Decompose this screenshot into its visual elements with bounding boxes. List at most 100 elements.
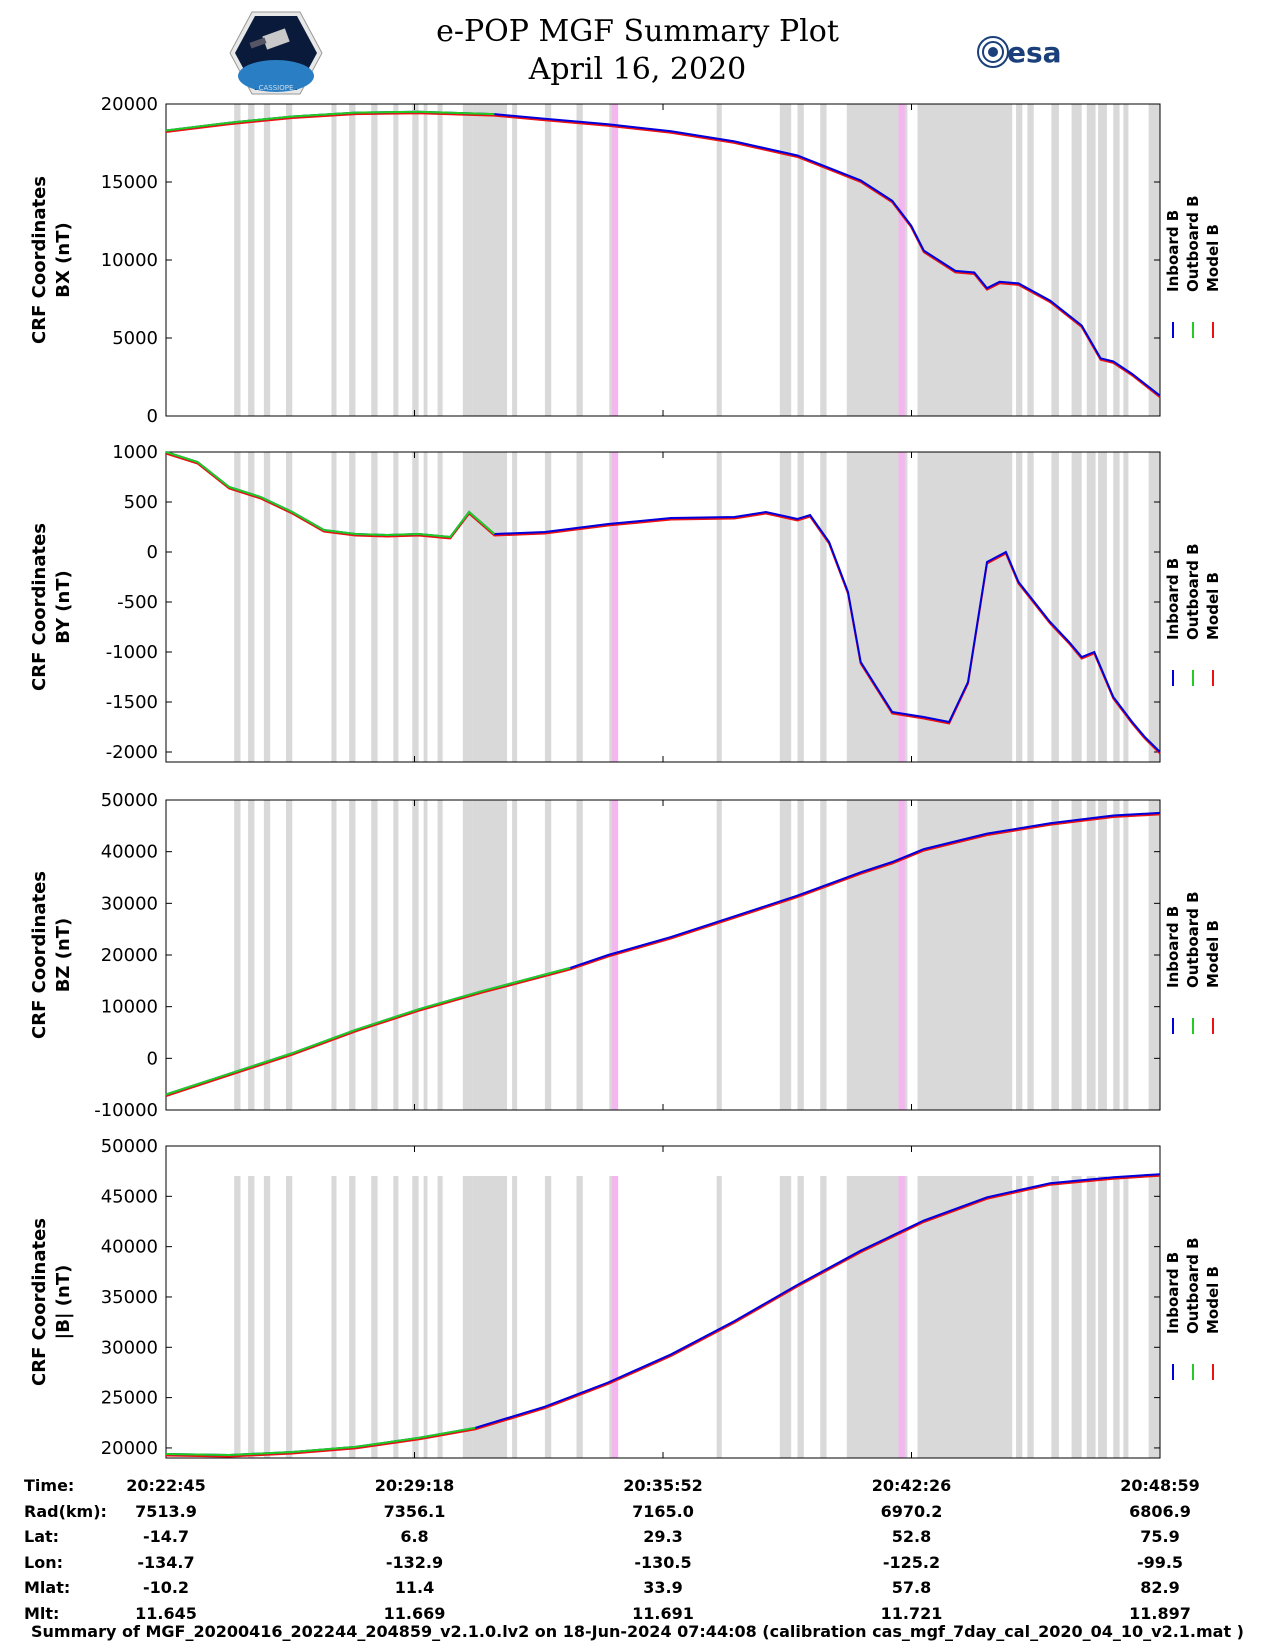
table-cell: 11.691 — [632, 1603, 694, 1623]
table-cell: -10.2 — [142, 1578, 190, 1597]
esa-logo: esa — [977, 36, 1062, 69]
gray-band — [412, 800, 419, 1110]
gray-band — [1123, 800, 1129, 1110]
y-axis-label: CRF Coordinates — [29, 871, 50, 1039]
table-row-label: Time: — [24, 1476, 75, 1495]
cassiope-logo: CASSIOPE — [229, 11, 323, 95]
gray-band — [423, 452, 428, 762]
y-tick-label: 20000 — [101, 1438, 158, 1459]
gray-band — [472, 800, 508, 1110]
gray-band — [1113, 452, 1120, 762]
gray-band — [371, 452, 378, 762]
y-tick-label: 0 — [147, 1048, 158, 1069]
gray-band — [331, 1176, 337, 1458]
gray-band — [820, 1176, 827, 1458]
gray-band — [234, 104, 241, 416]
gray-band — [263, 452, 271, 762]
pink-band — [898, 452, 905, 762]
gray-band — [779, 104, 792, 416]
y-axis-label: CRF Coordinates — [29, 523, 50, 691]
gray-band — [1113, 800, 1120, 1110]
gray-band — [1051, 104, 1059, 416]
legend-label: Outboard B — [1184, 543, 1202, 640]
panel-b_magnitude: 20000 25000 30000 35000 40000 45000 50000 CRF C… — [29, 1136, 1222, 1459]
legend-label: Inboard B — [1164, 558, 1182, 640]
gray-band — [1148, 452, 1160, 762]
table-cell: 11.669 — [383, 1603, 446, 1623]
gray-band — [472, 452, 508, 762]
y-tick-label: -2000 — [106, 742, 158, 763]
gray-band — [1098, 1176, 1107, 1458]
gray-band — [1027, 104, 1034, 416]
gray-band — [472, 1176, 508, 1458]
gray-band — [412, 452, 419, 762]
gray-band — [1071, 800, 1082, 1110]
table-cell: 20:48:59 — [1120, 1476, 1200, 1495]
gray-band — [544, 452, 552, 762]
y-tick-label: 0 — [147, 406, 158, 427]
table-cell: 6806.9 — [1129, 1501, 1191, 1521]
gray-band — [393, 800, 399, 1110]
gray-band — [423, 800, 428, 1110]
legend-label: Outboard B — [1184, 1237, 1202, 1334]
y-tick-label: 40000 — [101, 842, 158, 863]
table-cell: 6970.2 — [880, 1501, 943, 1521]
pink-band — [898, 800, 905, 1110]
gray-band — [423, 1176, 428, 1458]
gray-band — [576, 104, 583, 416]
y-axis-label: BX (nT) — [53, 222, 74, 297]
table-cell: 7513.9 — [135, 1501, 197, 1521]
gray-band — [248, 1176, 255, 1458]
gray-band — [331, 104, 337, 416]
gray-band — [412, 104, 419, 416]
gray-band — [716, 104, 722, 416]
cassiope-logo-text: CASSIOPE — [259, 84, 294, 92]
y-tick-label: 10000 — [101, 997, 158, 1018]
y-tick-label: 500 — [124, 492, 158, 513]
gray-band — [437, 452, 443, 762]
y-axis-label: CRF Coordinates — [29, 1218, 50, 1386]
gray-band — [576, 452, 583, 762]
y-tick-label: -10000 — [94, 1100, 158, 1121]
table-cell: 7165.0 — [632, 1501, 694, 1521]
y-tick-label: 40000 — [101, 1237, 158, 1258]
table-cell: 20:35:52 — [623, 1476, 703, 1495]
gray-band — [1123, 452, 1129, 762]
plot-date: April 16, 2020 — [528, 52, 747, 87]
gray-band — [797, 1176, 804, 1458]
gray-band — [1027, 452, 1034, 762]
gray-band — [437, 800, 443, 1110]
pink-band — [898, 104, 905, 416]
panel-bz: -10000 0 10000 20000 30000 40000 50000 CRF Coor… — [29, 790, 1222, 1121]
gray-band — [797, 800, 804, 1110]
pink-band — [611, 104, 619, 416]
pink-band — [611, 452, 619, 762]
gray-band — [1051, 800, 1059, 1110]
gray-band — [1098, 800, 1107, 1110]
gray-band — [1123, 104, 1129, 416]
y-axis-label: BY (nT) — [53, 570, 74, 644]
y-tick-label: 20000 — [101, 945, 158, 966]
gray-band — [263, 104, 271, 416]
gray-band — [576, 800, 583, 1110]
legend-label: Model B — [1204, 920, 1222, 988]
gray-band — [234, 452, 241, 762]
y-axis-label: CRF Coordinates — [29, 176, 50, 344]
y-tick-label: -500 — [117, 592, 158, 613]
gray-band — [716, 800, 722, 1110]
table-row-label: Lat: — [24, 1527, 60, 1546]
gray-band — [234, 800, 241, 1110]
gray-band — [1086, 800, 1096, 1110]
gray-band — [1086, 104, 1096, 416]
gray-band — [779, 452, 792, 762]
gray-band — [846, 1176, 899, 1458]
table-cell: 20:42:26 — [871, 1476, 952, 1495]
y-tick-label: 15000 — [101, 172, 158, 193]
table-cell: 75.9 — [1140, 1527, 1180, 1546]
gray-band — [797, 452, 804, 762]
gray-band — [285, 800, 293, 1110]
gray-band — [371, 1176, 378, 1458]
gray-band — [846, 104, 899, 416]
panel-bx: 0 5000 10000 15000 20000 CRF Coordinates BX (n… — [29, 94, 1222, 427]
legend-label: Model B — [1204, 1266, 1222, 1334]
